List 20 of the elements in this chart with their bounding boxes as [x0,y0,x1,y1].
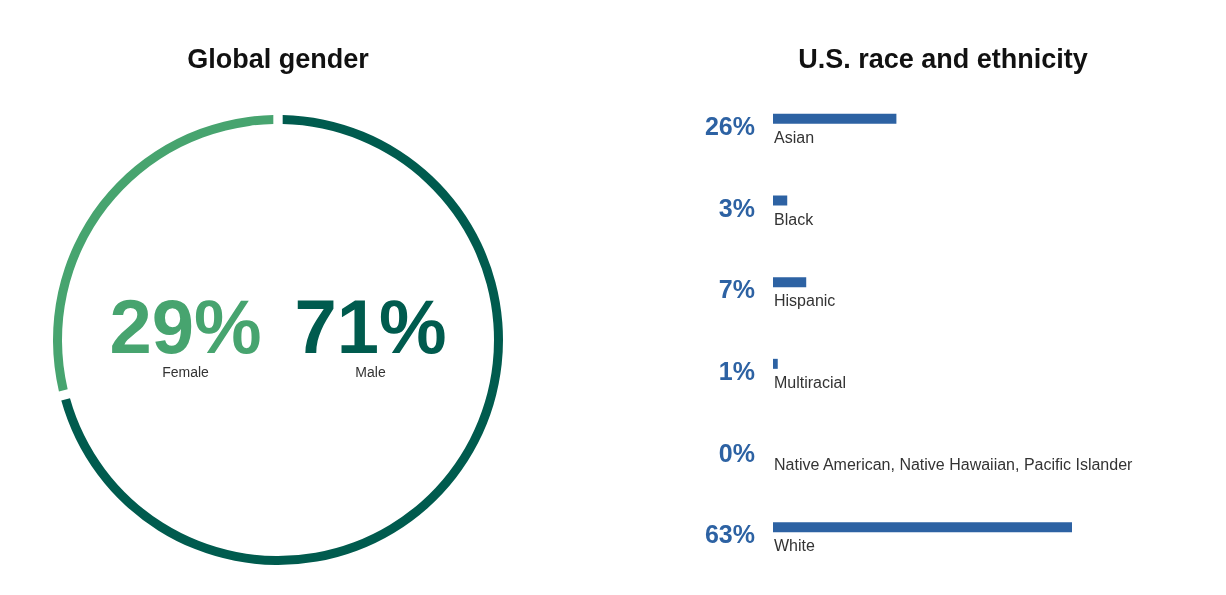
bar [773,195,788,206]
chart-title: Global gender [187,44,370,74]
category-label: Hispanic [774,292,836,310]
bar [773,358,778,369]
data-label: 7% [718,275,755,304]
category-label: White [774,537,815,555]
slice-label: Female [162,364,210,380]
data-label: 26% [704,111,755,140]
bar [773,113,897,124]
bar [773,522,1072,533]
category-label: Native American, Native Hawaiian, Pacific Islander [774,455,1133,473]
category-label: Asian [774,128,815,146]
data-label: 63% [704,520,755,549]
chart-title: U.S. race and ethnicity [798,44,1088,74]
data-label: 1% [718,356,755,385]
bar [773,277,807,288]
category-label: Black [774,210,814,228]
data-label: 0% [718,438,755,467]
category-label: Multiracial [774,373,847,391]
data-label: 3% [718,193,755,222]
